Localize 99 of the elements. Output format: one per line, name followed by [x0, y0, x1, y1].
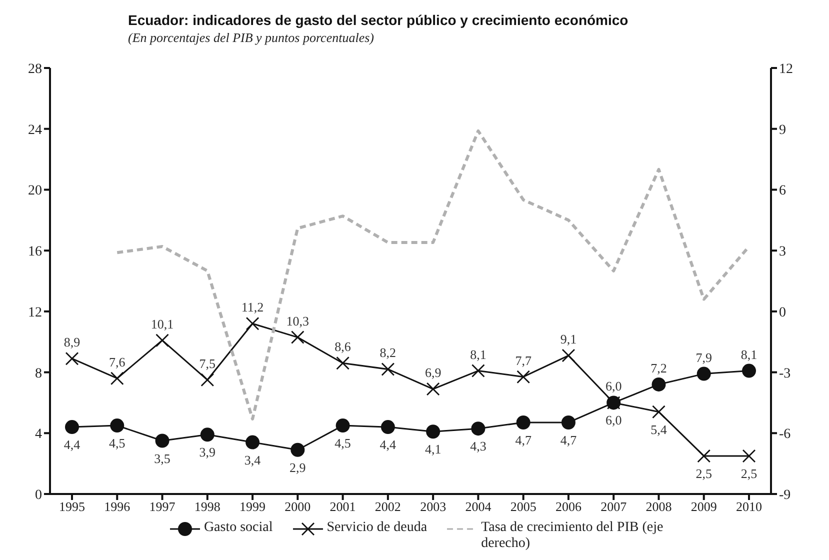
point [156, 334, 169, 348]
y-tick-label: 12 [28, 305, 42, 320]
data-label: 6,0 [605, 378, 622, 394]
point [696, 366, 711, 381]
data-label: 6,0 [605, 412, 622, 428]
data-label: 7,9 [696, 350, 712, 365]
x-tick-label: 2004 [465, 499, 492, 514]
y2-tick-label: -9 [779, 488, 791, 503]
data-label: 7,6 [109, 354, 126, 370]
point [290, 330, 304, 344]
data-label: 4,1 [424, 442, 442, 457]
point [472, 364, 485, 378]
data-label: 3,4 [244, 452, 262, 468]
point [381, 362, 395, 376]
data-label: 7,2 [650, 360, 667, 376]
point [426, 382, 440, 396]
x-tick-label: 2005 [510, 499, 536, 514]
point [110, 372, 124, 386]
point [336, 356, 350, 370]
point [200, 428, 214, 442]
data-label: 8,1 [470, 346, 486, 362]
data-label: 4,4 [380, 437, 397, 452]
x-tick-label: 1996 [104, 499, 131, 514]
point [65, 420, 79, 434]
point [652, 377, 666, 392]
point [742, 364, 756, 378]
legend-label: Servicio de deuda [326, 520, 428, 536]
point [516, 415, 530, 430]
point [652, 405, 666, 419]
y2-tick-label: -3 [779, 366, 791, 382]
x-tick-label: 1999 [240, 499, 266, 514]
x-tick-label: 2002 [374, 499, 401, 514]
x-tick-label: 1997 [149, 499, 176, 514]
data-label: 11,2 [241, 300, 264, 315]
point [65, 352, 79, 366]
point [561, 415, 576, 430]
data-label: 4,5 [109, 436, 126, 451]
data-label: 8,6 [334, 339, 352, 354]
data-label: 6,9 [424, 365, 442, 380]
data-label: 4,7 [560, 432, 578, 448]
data-label: 9,1 [560, 332, 577, 347]
chart-subtitle: (En porcentajes del PIB y puntos porcentuales) [128, 30, 374, 46]
point [200, 373, 214, 387]
x-tick-label: 2006 [555, 499, 582, 514]
point [471, 422, 486, 436]
point [336, 418, 350, 433]
data-label: 4,3 [470, 438, 486, 454]
y2-tick-label: 6 [779, 184, 786, 199]
y-tick-label: 8 [35, 366, 42, 382]
data-label: 2,5 [696, 466, 712, 481]
y-tick-label: 20 [28, 184, 42, 199]
x-tick-label: 2003 [420, 499, 446, 514]
point [697, 449, 711, 463]
y2-tick-label: 9 [779, 122, 786, 138]
data-label: 8,2 [380, 345, 396, 360]
data-label: 8,9 [64, 334, 80, 350]
x-tick-label: 2000 [284, 499, 311, 514]
data-label: 7,7 [515, 352, 532, 368]
data-label: 3,9 [199, 444, 216, 460]
data-label: 7,5 [199, 356, 216, 371]
data-label: 3,5 [154, 450, 170, 466]
legend-label: Tasa de crecimiento del PIB (eje derecho) [481, 520, 664, 552]
point [380, 420, 395, 434]
x-tick-label: 2010 [736, 499, 762, 514]
data-label: 4,4 [64, 437, 81, 452]
y-tick-label: 0 [35, 488, 42, 503]
y2-tick-label: 3 [779, 244, 786, 260]
y-tick-label: 4 [35, 427, 42, 442]
legend-label: Gasto social [204, 520, 273, 536]
y-tick-label: 24 [28, 122, 42, 138]
x-tick-label: 1995 [59, 499, 85, 514]
x-tick-label: 2001 [330, 499, 356, 514]
data-label: 2,5 [740, 466, 758, 481]
point [426, 424, 440, 439]
data-label: 10,1 [150, 316, 174, 332]
point [246, 435, 260, 450]
x-tick-label: 2007 [600, 499, 628, 514]
data-label: 4,5 [334, 436, 351, 451]
point [516, 370, 530, 384]
data-label: 8,1 [740, 346, 758, 362]
x-tick-label: 2008 [646, 499, 672, 514]
point [562, 348, 576, 362]
point [155, 434, 170, 448]
data-label: 5,4 [650, 422, 668, 437]
y2-tick-label: 12 [779, 62, 793, 77]
x-tick-label: 1998 [194, 499, 220, 514]
point [110, 418, 124, 433]
y-tick-label: 16 [28, 244, 42, 260]
y2-tick-label: 0 [779, 305, 786, 320]
chart-title: Ecuador: indicadores de gasto del sector público y crecimiento económico [128, 12, 628, 28]
data-label: 10,3 [286, 313, 310, 328]
point [246, 316, 260, 330]
point [742, 449, 756, 463]
data-label: 2,9 [290, 460, 306, 475]
x-tick-label: 2009 [690, 499, 717, 514]
y-tick-label: 28 [28, 62, 42, 77]
point [290, 442, 305, 457]
y2-tick-label: -6 [779, 427, 791, 442]
data-label: 4,7 [515, 432, 532, 448]
